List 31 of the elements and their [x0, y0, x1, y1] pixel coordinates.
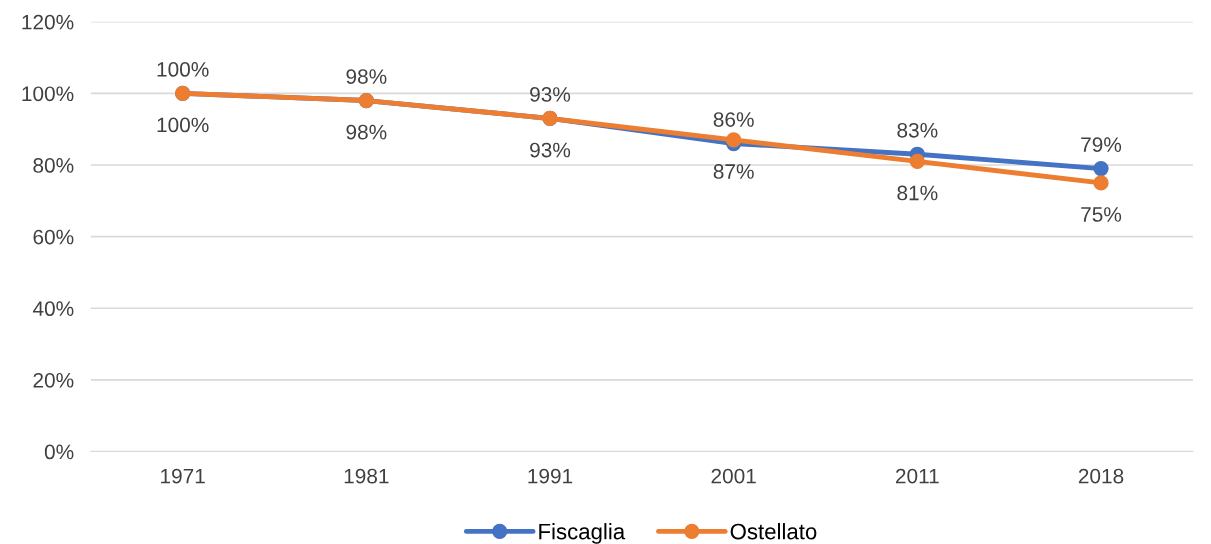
x-tick-label: 1991 [528, 468, 573, 484]
data-label: 83% [897, 122, 938, 138]
data-label: 75% [1081, 207, 1122, 222]
x-tick-label: 1971 [161, 468, 205, 484]
y-tick-label: 40% [32, 301, 74, 317]
data-label: 86% [713, 112, 754, 127]
point [726, 132, 742, 148]
legend-label: Ostellato [730, 523, 817, 540]
data-label: 98% [346, 69, 387, 84]
y-tick-label: 100% [22, 86, 74, 102]
y-tick-label: 60% [33, 229, 74, 245]
point [1093, 175, 1109, 191]
data-label: 100% [157, 62, 209, 77]
x-tick-label: 2001 [711, 468, 756, 484]
data-label: 79% [1081, 137, 1122, 152]
point [1093, 160, 1109, 177]
point [909, 153, 925, 170]
y-tick-label: 0% [44, 444, 74, 460]
x-tick-label: 1981 [344, 468, 389, 484]
y-tick-label: 120% [22, 14, 74, 30]
x-tick-label: 2011 [895, 468, 939, 484]
data-label: 93% [530, 142, 571, 158]
y-tick-label: 20% [33, 372, 74, 388]
legend-label: Fiscaglia [539, 523, 626, 544]
data-label: 87% [713, 164, 754, 179]
data-label: 81% [897, 185, 938, 201]
data-label: 93% [530, 87, 571, 102]
y-tick-label: 80% [33, 158, 74, 173]
data-label: 100% [157, 117, 209, 133]
data-label: 98% [346, 124, 387, 140]
x-tick-label: 2018 [1078, 468, 1124, 484]
